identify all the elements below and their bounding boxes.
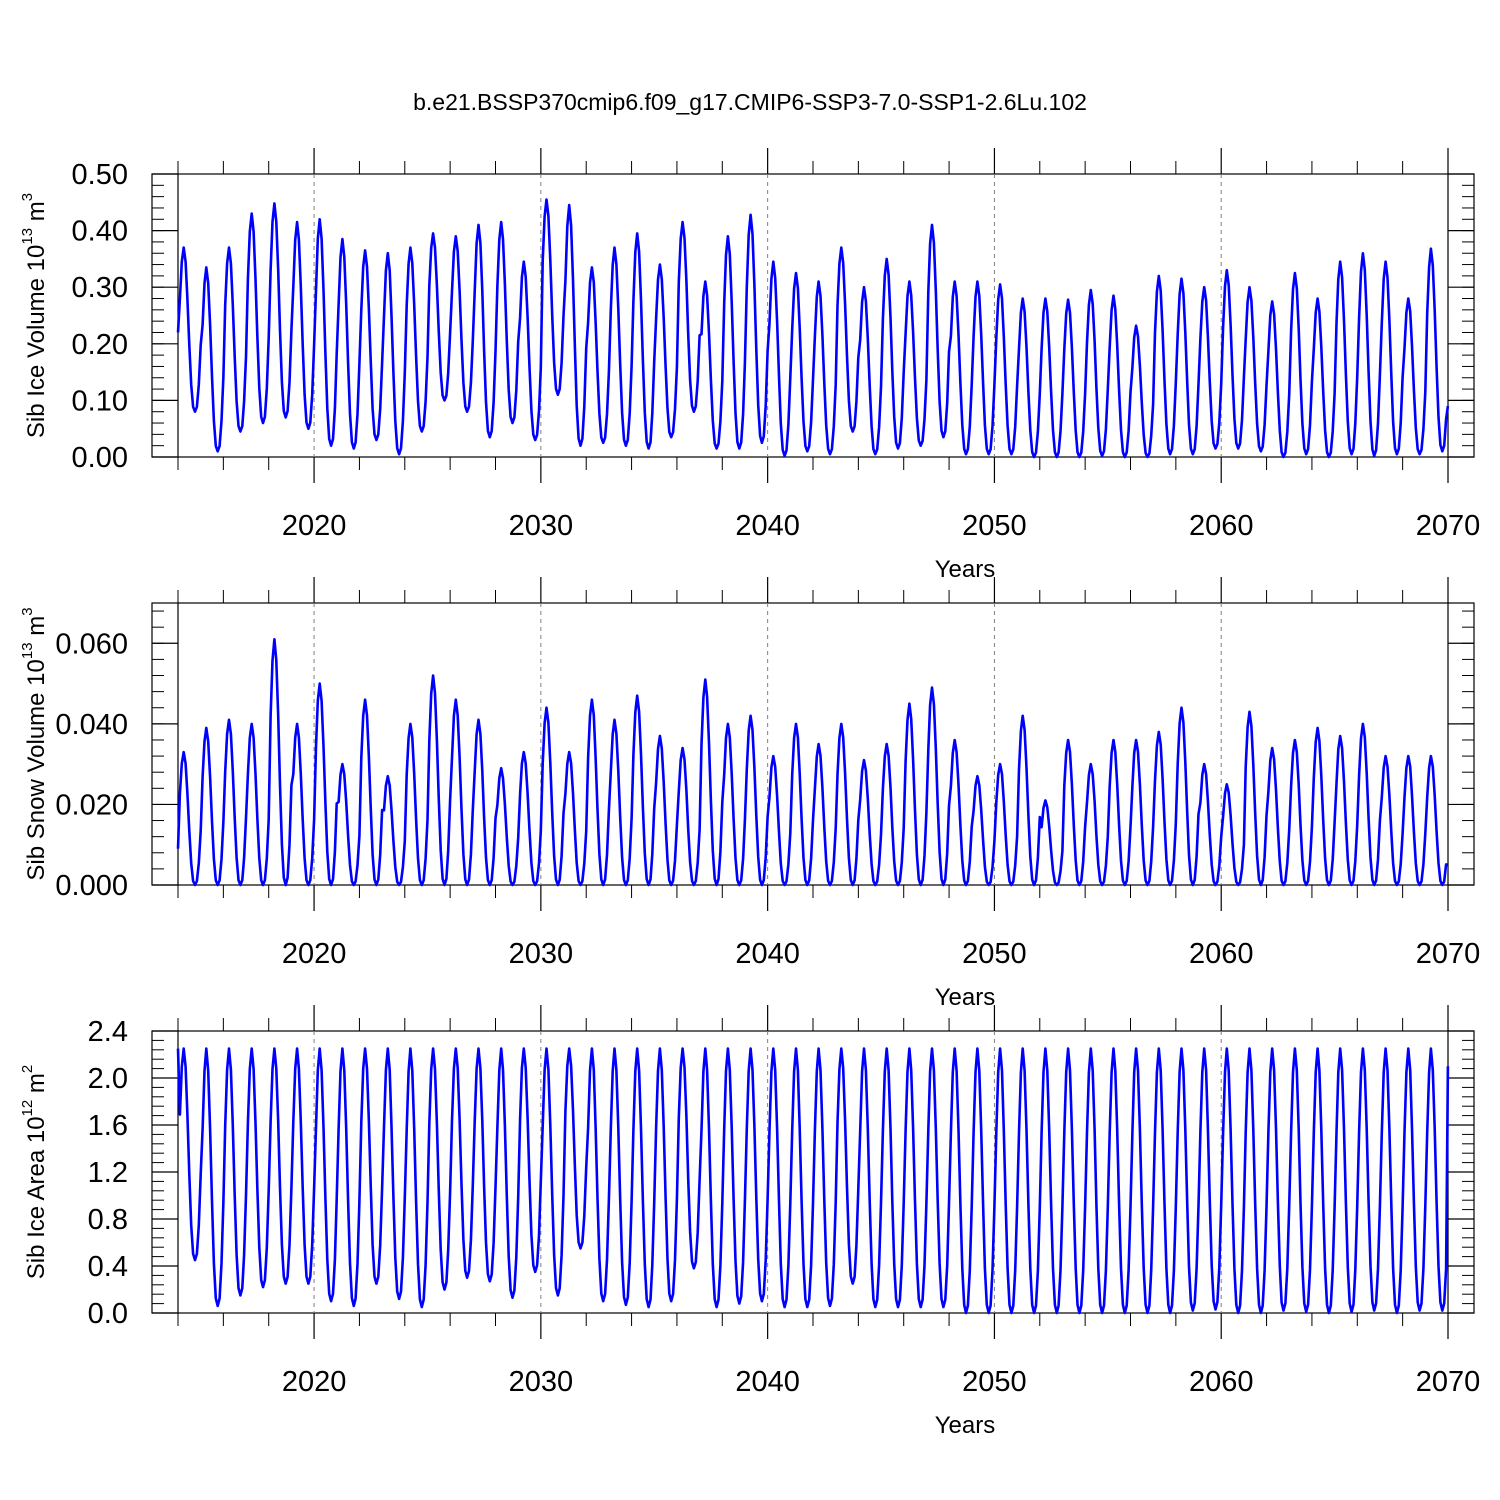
y-tick-label: 1.2	[88, 1157, 128, 1189]
x-tick-label: 2060	[1189, 938, 1254, 970]
x-tick-label: 2070	[1416, 1366, 1481, 1398]
x-tick-label: 2030	[509, 1366, 574, 1398]
x-tick-label: 2070	[1416, 938, 1481, 970]
y-label-prefix: Sib Ice Area 10	[23, 1116, 50, 1279]
y-tick-label: 0.8	[88, 1204, 128, 1236]
x-axis-label: Years	[935, 984, 996, 1011]
figure-title: b.e21.BSSP370cmip6.f09_g17.CMIP6-SSP3-7.…	[413, 89, 1087, 115]
y-label-prefix: Sib Snow Volume 10	[23, 659, 50, 880]
x-tick-label: 2030	[509, 510, 574, 542]
series-line-1	[176, 1047, 1450, 1315]
x-tick-label: 2050	[962, 1366, 1027, 1398]
x-tick-label: 2060	[1189, 1366, 1254, 1398]
y-tick-label: 0.40	[72, 216, 128, 248]
y-tick-label: 0.30	[72, 272, 128, 304]
x-tick-label: 2050	[962, 510, 1027, 542]
x-tick-label: 2020	[282, 938, 347, 970]
x-tick-label: 2050	[962, 938, 1027, 970]
y-tick-label: 1.6	[88, 1110, 128, 1142]
series-line-1	[176, 638, 1449, 887]
y-tick-label: 0.060	[55, 628, 128, 660]
y-tick-label: 2.4	[88, 1016, 128, 1048]
y-tick-label: 0.50	[72, 159, 128, 191]
y-axis-label: Sib Ice Volume 1013 m3	[19, 193, 50, 438]
y-label-unit: m	[23, 1073, 50, 1100]
y-axis-label: Sib Snow Volume 1013 m3	[19, 607, 50, 880]
x-tick-label: 2070	[1416, 510, 1481, 542]
x-tick-label: 2030	[509, 938, 574, 970]
y-tick-label: 0.10	[72, 385, 128, 417]
panels: 2020 2030 2040 2050 2060 2070 0.00 0.10 0.20 0.30…	[19, 148, 1480, 1439]
y-tick-label: 0.00	[72, 442, 128, 474]
x-tick-label: 2040	[735, 510, 800, 542]
x-tick-label: 2020	[282, 510, 347, 542]
x-axis-label: Years	[935, 556, 996, 583]
y-tick-label: 0.20	[72, 329, 128, 361]
y-tick-label: 0.4	[88, 1251, 128, 1283]
chart-panel-2: 2020 2030 2040 2050 2060 2070 0.000 0.020 0.040 0…	[19, 577, 1480, 1011]
y-label-exponent: 13	[19, 228, 36, 245]
x-tick-label: 2020	[282, 1366, 347, 1398]
y-tick-label: 2.0	[88, 1063, 128, 1095]
y-tick-label: 0.040	[55, 709, 128, 741]
y-label-unit-exponent: 3	[19, 193, 36, 201]
y-label-unit: m	[23, 201, 50, 228]
x-tick-label: 2060	[1189, 510, 1254, 542]
y-tick-label: 0.0	[88, 1298, 128, 1330]
chart-panel-3: 2020 2030 2040 2050 2060 2070 0.0 0.4 0.8 1.2 1.6 2…	[19, 1005, 1480, 1439]
y-label-exponent: 13	[19, 642, 36, 659]
y-tick-label: 0.020	[55, 789, 128, 821]
y-label-unit-exponent: 3	[19, 607, 36, 615]
x-tick-label: 2040	[735, 1366, 800, 1398]
y-label-unit: m	[23, 616, 50, 643]
y-label-unit-exponent: 2	[19, 1065, 36, 1073]
x-tick-label: 2040	[735, 938, 800, 970]
y-axis-label: Sib Ice Area 1012 m2	[19, 1065, 50, 1279]
x-axis-label: Years	[935, 1412, 996, 1439]
y-label-exponent: 12	[19, 1100, 36, 1117]
chart-panel-1: 2020 2030 2040 2050 2060 2070 0.00 0.10 0.20 0.30…	[19, 148, 1480, 583]
series-line-1	[176, 198, 1450, 459]
y-tick-label: 0.000	[55, 870, 128, 902]
y-label-prefix: Sib Ice Volume 10	[23, 245, 50, 438]
